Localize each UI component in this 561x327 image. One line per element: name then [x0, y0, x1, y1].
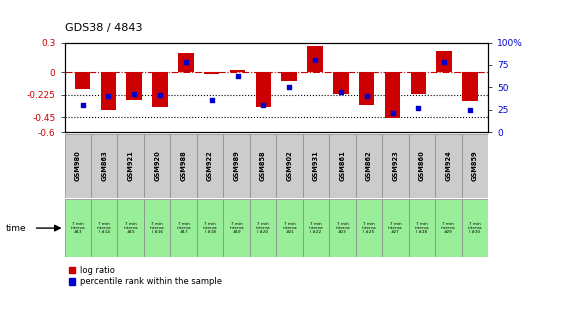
- Text: 7 min
interva
#23: 7 min interva #23: [335, 222, 350, 234]
- Text: time: time: [6, 224, 26, 232]
- Point: [362, 94, 371, 99]
- Bar: [250, 199, 276, 257]
- Bar: [462, 73, 478, 101]
- Bar: [117, 199, 144, 257]
- Point: [233, 73, 242, 78]
- Bar: [359, 73, 374, 106]
- Point: [440, 60, 449, 65]
- Text: GSM902: GSM902: [287, 150, 292, 181]
- Text: GSM858: GSM858: [260, 151, 266, 181]
- Bar: [75, 73, 90, 90]
- Point: [130, 91, 139, 96]
- Bar: [65, 134, 91, 198]
- Text: GSM980: GSM980: [75, 150, 81, 181]
- Text: 7 min
interva
l #18: 7 min interva l #18: [203, 222, 218, 234]
- Bar: [333, 73, 348, 95]
- Bar: [197, 134, 223, 198]
- Bar: [223, 134, 250, 198]
- Text: 7 min
interva
l #30: 7 min interva l #30: [467, 222, 482, 234]
- Bar: [276, 134, 303, 198]
- Point: [414, 106, 423, 111]
- Text: GDS38 / 4843: GDS38 / 4843: [65, 23, 142, 33]
- Bar: [329, 199, 356, 257]
- Bar: [65, 199, 91, 257]
- Bar: [100, 73, 116, 111]
- Point: [181, 60, 190, 65]
- Point: [104, 94, 113, 99]
- Bar: [197, 199, 223, 257]
- Text: GSM920: GSM920: [154, 150, 160, 181]
- Bar: [282, 73, 297, 81]
- Text: GSM859: GSM859: [472, 151, 478, 181]
- Text: 7 min
interva
l #25: 7 min interva l #25: [362, 222, 376, 234]
- Bar: [408, 199, 435, 257]
- Bar: [256, 73, 271, 108]
- Text: GSM862: GSM862: [366, 150, 372, 181]
- Text: 7 min
interva
l #14: 7 min interva l #14: [97, 222, 112, 234]
- Bar: [250, 134, 276, 198]
- Text: GSM988: GSM988: [181, 150, 187, 181]
- Bar: [230, 71, 245, 73]
- Bar: [144, 134, 171, 198]
- Bar: [223, 199, 250, 257]
- Bar: [178, 53, 194, 73]
- Bar: [303, 134, 329, 198]
- Bar: [356, 199, 382, 257]
- Point: [207, 97, 216, 103]
- Text: 7 min
interva
l #22: 7 min interva l #22: [309, 222, 323, 234]
- Bar: [204, 73, 219, 75]
- Bar: [385, 73, 400, 118]
- Text: GSM921: GSM921: [128, 150, 134, 181]
- Bar: [276, 199, 303, 257]
- Text: GSM924: GSM924: [445, 150, 452, 181]
- Bar: [307, 45, 323, 73]
- Text: GSM989: GSM989: [233, 150, 240, 181]
- Bar: [144, 199, 171, 257]
- Text: GSM922: GSM922: [207, 150, 213, 181]
- Text: 7 min
interva
#15: 7 min interva #15: [123, 222, 138, 234]
- Bar: [91, 134, 117, 198]
- Bar: [382, 199, 408, 257]
- Bar: [462, 134, 488, 198]
- Text: 7 min
interva
#13: 7 min interva #13: [71, 222, 85, 234]
- Point: [78, 103, 87, 108]
- Point: [466, 107, 475, 112]
- Bar: [435, 199, 462, 257]
- Text: 7 min
interva
l #16: 7 min interva l #16: [150, 222, 164, 234]
- Text: GSM923: GSM923: [392, 150, 398, 181]
- Legend: log ratio, percentile rank within the sample: log ratio, percentile rank within the sa…: [68, 266, 222, 286]
- Bar: [91, 199, 117, 257]
- Point: [388, 110, 397, 115]
- Text: 7 min
interva
#21: 7 min interva #21: [282, 222, 297, 234]
- Bar: [462, 199, 488, 257]
- Text: 7 min
interva
#29: 7 min interva #29: [441, 222, 456, 234]
- Point: [285, 85, 294, 90]
- Point: [259, 103, 268, 108]
- Bar: [356, 134, 382, 198]
- Text: 7 min
interva
#19: 7 min interva #19: [229, 222, 244, 234]
- Text: 7 min
interva
#27: 7 min interva #27: [388, 222, 403, 234]
- Text: 7 min
interva
#17: 7 min interva #17: [176, 222, 191, 234]
- Bar: [303, 199, 329, 257]
- Bar: [329, 134, 356, 198]
- Bar: [435, 134, 462, 198]
- Point: [311, 58, 320, 63]
- Bar: [411, 73, 426, 95]
- Bar: [117, 134, 144, 198]
- Point: [155, 92, 164, 97]
- Point: [337, 89, 346, 95]
- Bar: [171, 199, 197, 257]
- Text: GSM863: GSM863: [101, 150, 107, 181]
- Text: GSM931: GSM931: [313, 150, 319, 181]
- Bar: [171, 134, 197, 198]
- Text: GSM860: GSM860: [419, 150, 425, 181]
- Text: 7 min
interva
l #20: 7 min interva l #20: [256, 222, 270, 234]
- Bar: [436, 50, 452, 73]
- Text: 7 min
interva
l #28: 7 min interva l #28: [415, 222, 429, 234]
- Bar: [382, 134, 408, 198]
- Bar: [408, 134, 435, 198]
- Text: GSM861: GSM861: [339, 150, 346, 181]
- Bar: [126, 73, 142, 100]
- Bar: [153, 73, 168, 108]
